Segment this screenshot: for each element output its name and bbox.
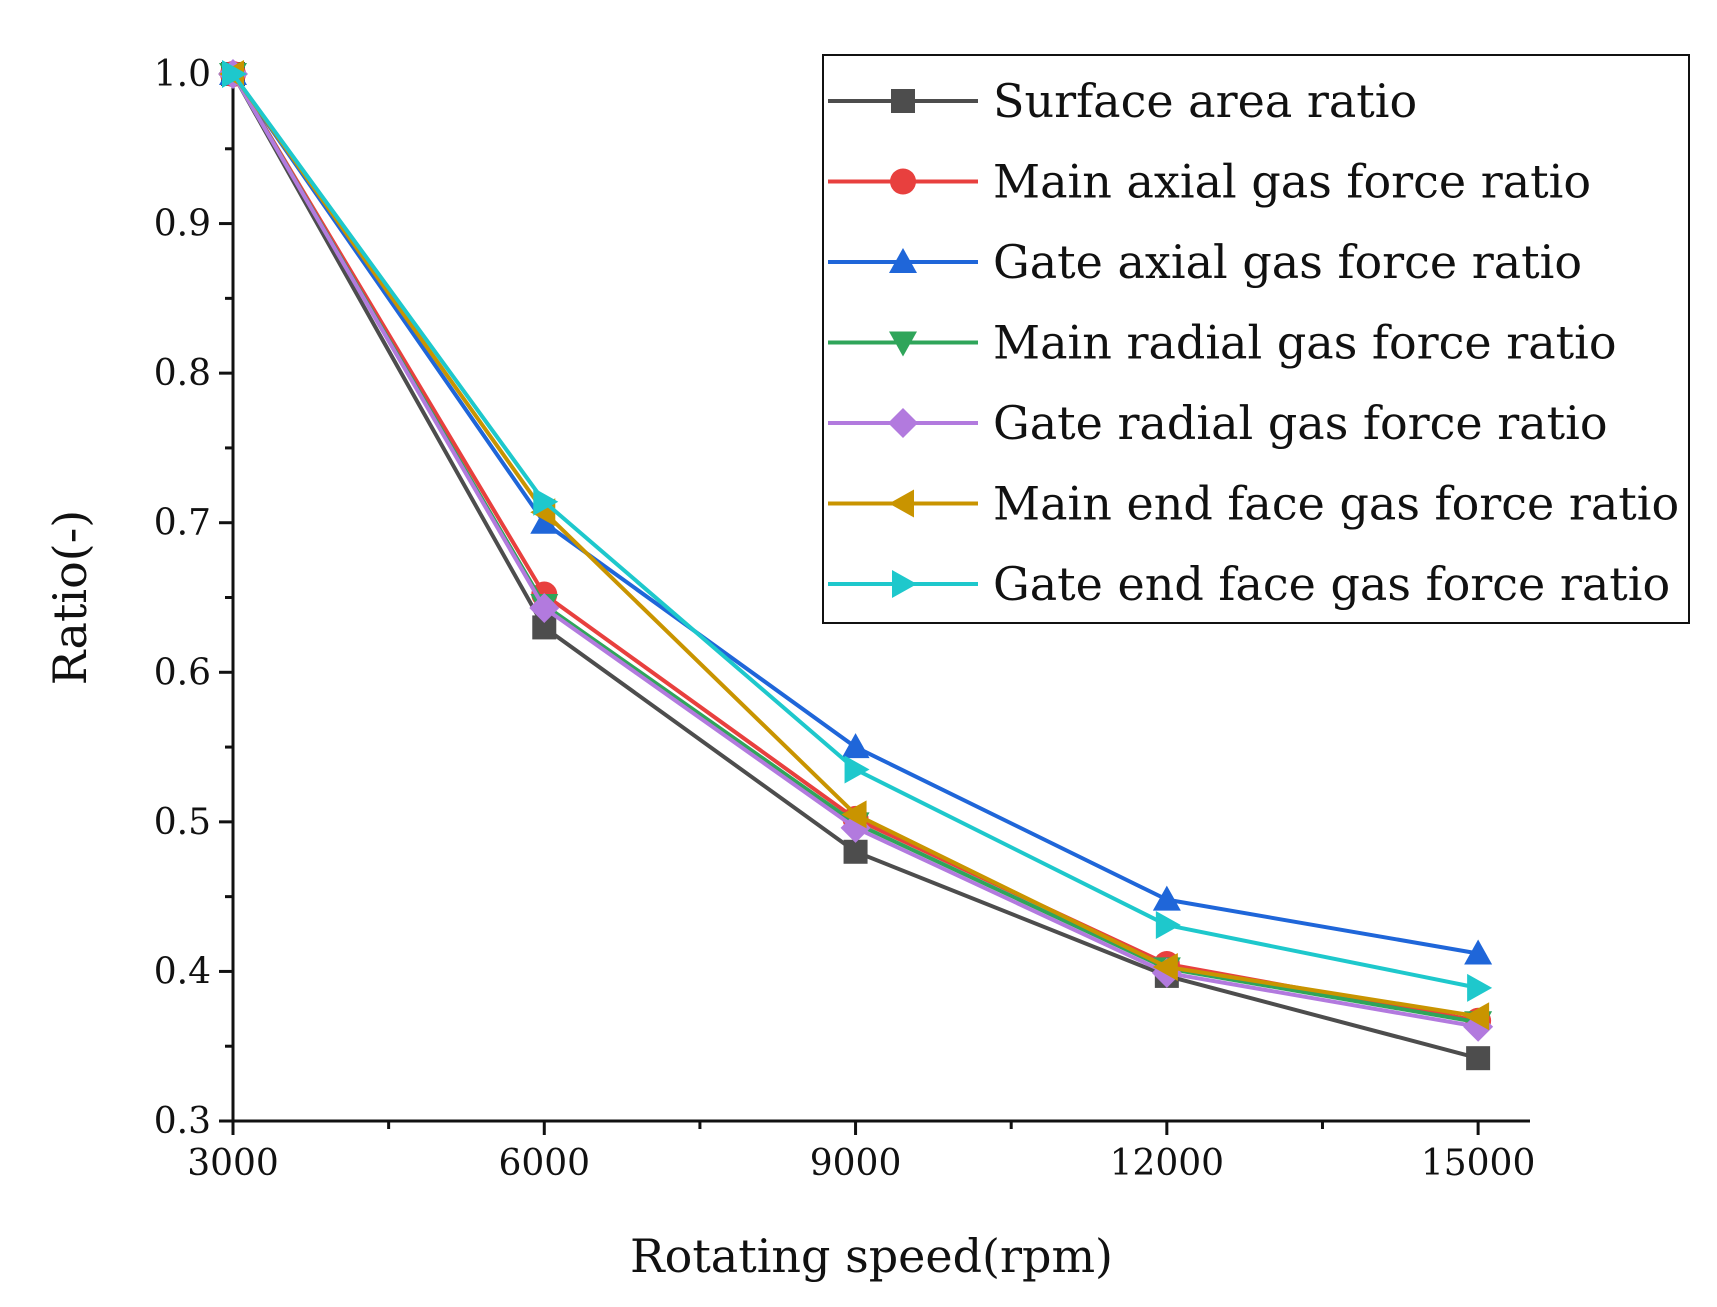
legend-entry: Main axial gas force ratio <box>828 155 1591 209</box>
data-point <box>1152 885 1181 911</box>
x-tick-label: 3000 <box>187 1143 279 1184</box>
data-point <box>844 755 870 784</box>
legend-marker <box>891 89 915 113</box>
legend-marker <box>889 331 917 357</box>
data-point <box>1464 939 1493 965</box>
legend-marker <box>890 168 916 195</box>
legend-label: Gate axial gas force ratio <box>993 235 1582 289</box>
legend-label: Gate end face gas force ratio <box>993 557 1670 611</box>
data-point <box>222 60 247 88</box>
y-tick-label: 0.3 <box>154 1101 211 1142</box>
x-tick-label: 6000 <box>498 1143 590 1184</box>
y-axis-title: Ratio(-) <box>43 510 97 685</box>
legend-entry: Gate end face gas force ratio <box>828 557 1670 611</box>
data-point <box>529 592 560 623</box>
x-axis-title: Rotating speed(rpm) <box>630 1229 1113 1283</box>
y-tick-label: 0.8 <box>154 353 211 394</box>
legend-entry: Surface area ratio <box>828 74 1417 128</box>
legend: Surface area ratio Main axial gas force r… <box>822 54 1690 624</box>
legend-label: Surface area ratio <box>993 74 1417 128</box>
series-layer <box>218 59 1494 1071</box>
data-point <box>1155 911 1181 940</box>
data-point <box>1152 952 1178 981</box>
data-point <box>533 487 559 516</box>
data-point <box>530 508 559 534</box>
legend-label: Main axial gas force ratio <box>993 155 1591 209</box>
y-tick-label: 0.9 <box>154 204 211 245</box>
series-7 <box>222 60 1493 1002</box>
legend-marker <box>892 570 917 598</box>
legend-box <box>822 54 1690 624</box>
y-tick-label: 1.0 <box>154 54 211 95</box>
y-tick-label: 0.6 <box>154 652 211 693</box>
data-point <box>843 839 868 864</box>
data-point <box>841 733 870 759</box>
data-point <box>1467 973 1493 1002</box>
legend-marker <box>889 248 917 273</box>
legend-label: Gate radial gas force ratio <box>993 396 1608 450</box>
y-tick-label: 0.7 <box>154 503 211 544</box>
legend-entry: Main radial gas force ratio <box>828 316 1617 370</box>
legend-entry: Gate axial gas force ratio <box>828 235 1582 289</box>
x-tick-label: 15000 <box>1421 1143 1536 1184</box>
y-tick-label: 0.5 <box>154 802 211 843</box>
x-tick-label: 12000 <box>1110 1143 1225 1184</box>
legend-label: Main radial gas force ratio <box>993 316 1617 370</box>
y-tick-label: 0.4 <box>154 951 211 992</box>
data-point <box>841 800 867 829</box>
data-point <box>1466 1046 1491 1071</box>
data-point <box>1464 1002 1490 1031</box>
legend-entry: Gate radial gas force ratio <box>828 396 1608 450</box>
legend-label: Main end face gas force ratio <box>993 477 1679 531</box>
legend-marker <box>888 408 918 438</box>
x-tick-label: 9000 <box>810 1143 902 1184</box>
legend-entry: Main end face gas force ratio <box>828 477 1679 531</box>
legend-marker <box>889 489 914 518</box>
axes: 0.3 0.4 0.5 0.6 0.7 0.8 0.9 1.0 3000 6000 9000 1200… <box>154 54 1536 1184</box>
